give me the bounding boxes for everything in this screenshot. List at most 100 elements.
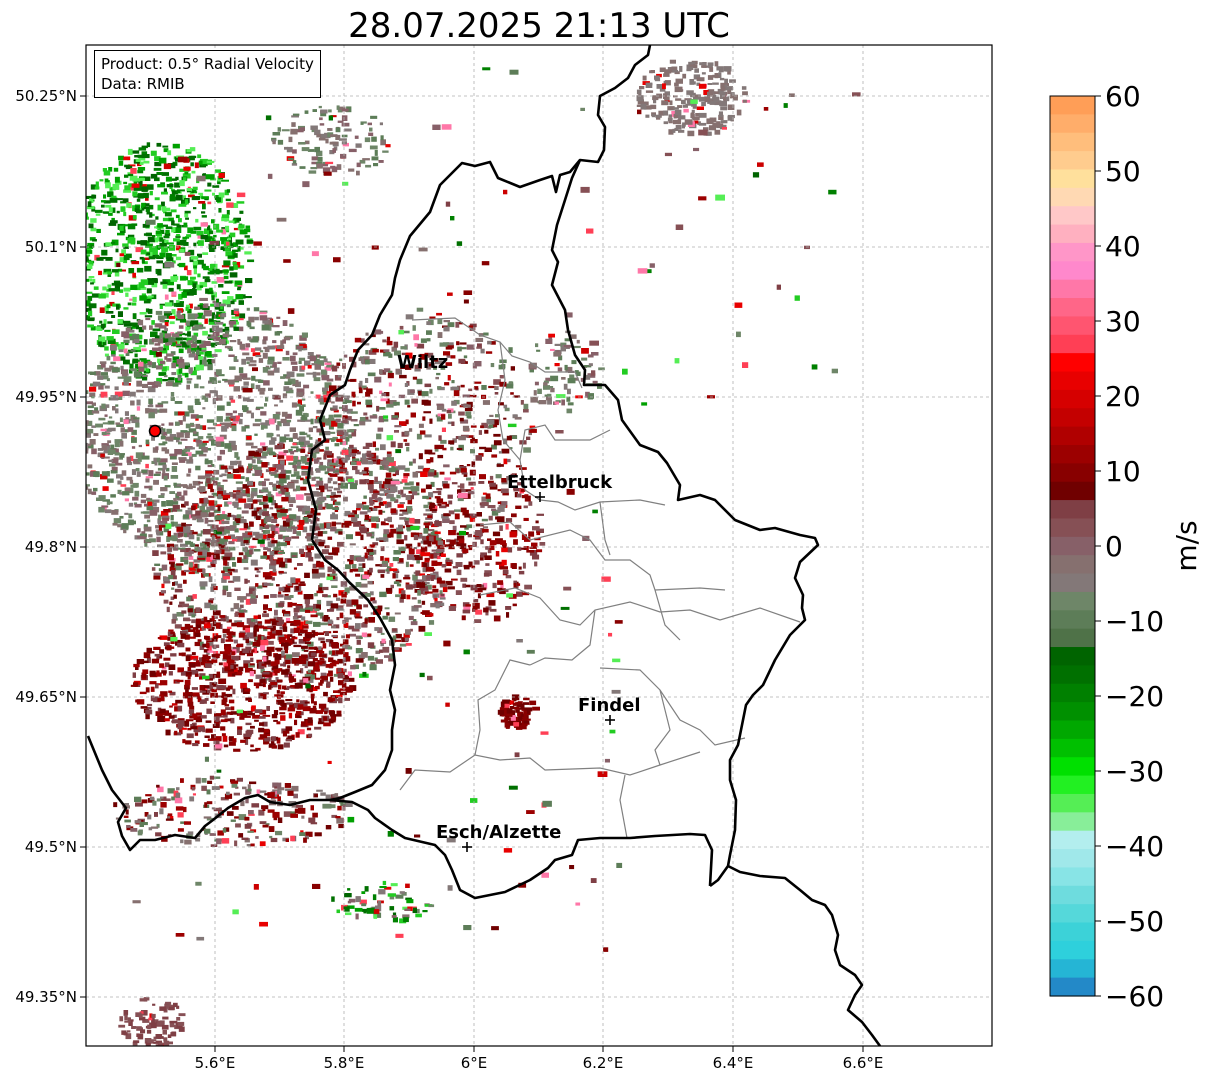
velocity-pixel	[331, 642, 338, 648]
velocity-pixel	[313, 701, 317, 706]
velocity-pixel	[125, 327, 131, 332]
velocity-pixel	[148, 470, 154, 476]
velocity-pixel	[236, 622, 245, 628]
velocity-pixel	[193, 439, 197, 442]
velocity-pixel	[280, 663, 286, 667]
velocity-pixel	[136, 659, 145, 665]
velocity-pixel	[445, 362, 453, 366]
velocity-pixel	[141, 151, 148, 156]
velocity-pixel	[269, 571, 277, 576]
velocity-pixel	[374, 523, 379, 529]
velocity-pixel	[194, 641, 200, 647]
velocity-pixel	[371, 459, 376, 462]
velocity-pixel	[145, 243, 153, 248]
velocity-pixel	[137, 167, 146, 171]
velocity-pixel	[429, 502, 435, 509]
velocity-pixel	[292, 578, 301, 583]
velocity-pixel	[383, 368, 391, 373]
velocity-pixel	[161, 366, 167, 372]
velocity-pixel	[403, 476, 408, 479]
velocity-pixel	[427, 566, 434, 570]
velocity-pixel	[418, 391, 423, 396]
velocity-pixel	[379, 369, 383, 375]
velocity-pixel	[210, 303, 215, 307]
velocity-pixel	[379, 538, 386, 542]
velocity-pixel	[238, 418, 243, 425]
velocity-pixel	[315, 685, 320, 690]
velocity-pixel	[153, 572, 162, 576]
velocity-pixel	[369, 552, 375, 555]
velocity-pixel	[380, 574, 385, 578]
velocity-pixel	[176, 284, 181, 290]
velocity-pixel	[261, 663, 267, 666]
velocity-pixel	[195, 339, 202, 344]
velocity-pixel	[506, 612, 510, 618]
velocity-pixel	[124, 341, 129, 346]
velocity-pixel	[173, 227, 182, 233]
velocity-pixel	[272, 362, 277, 368]
velocity-pixel	[262, 352, 268, 359]
velocity-pixel	[335, 468, 339, 471]
radar-map[interactable]: Wiltz Ettelbruck Findel Esch/Alzette 50.…	[0, 0, 1000, 1081]
velocity-pixel	[332, 569, 336, 574]
velocity-pixel	[462, 394, 471, 398]
velocity-pixel	[163, 599, 169, 604]
velocity-pixel	[222, 511, 226, 515]
velocity-pixel	[104, 444, 111, 449]
velocity-pixel	[450, 355, 456, 359]
velocity-pixel	[413, 580, 417, 587]
velocity-pixel	[202, 440, 209, 443]
velocity-pixel	[145, 308, 150, 313]
velocity-pixel	[134, 503, 142, 508]
velocity-pixel	[510, 473, 515, 478]
velocity-pixel	[152, 499, 160, 503]
velocity-pixel	[285, 654, 293, 659]
velocity-pixel	[460, 468, 467, 473]
velocity-pixel	[170, 276, 178, 282]
velocity-pixel	[209, 230, 214, 235]
velocity-pixel	[323, 431, 331, 436]
velocity-pixel	[326, 523, 331, 529]
velocity-pixel	[399, 502, 405, 505]
velocity-pixel	[223, 275, 229, 280]
velocity-pixel	[379, 501, 384, 506]
velocity-pixel	[462, 583, 467, 588]
velocity-pixel	[474, 381, 482, 384]
velocity-pixel	[253, 615, 260, 619]
velocity-pixel	[336, 438, 343, 443]
velocity-pixel	[146, 703, 153, 707]
velocity-pixel	[227, 447, 232, 452]
velocity-pixel	[457, 322, 463, 325]
velocity-pixel	[208, 599, 214, 604]
velocity-pixel	[434, 531, 441, 535]
velocity-pixel	[355, 623, 361, 629]
velocity-pixel	[101, 431, 107, 436]
velocity-pixel	[281, 515, 290, 520]
velocity-pixel	[264, 575, 273, 580]
velocity-pixel	[289, 595, 294, 598]
velocity-pixel	[280, 691, 285, 695]
velocity-pixel	[268, 677, 272, 682]
velocity-pixel	[223, 616, 229, 622]
velocity-pixel	[243, 660, 251, 664]
velocity-pixel	[344, 510, 351, 517]
velocity-pixel	[209, 328, 214, 333]
velocity-pixel	[200, 364, 208, 367]
velocity-pixel	[128, 513, 133, 519]
velocity-pixel	[232, 249, 239, 253]
velocity-pixel	[245, 225, 251, 229]
velocity-pixel	[259, 310, 268, 314]
velocity-pixel	[379, 407, 386, 410]
velocity-pixel	[405, 517, 410, 521]
velocity-pixel	[415, 570, 421, 576]
velocity-pixel	[178, 604, 184, 608]
velocity-pixel	[160, 281, 168, 285]
velocity-pixel	[345, 656, 351, 662]
velocity-pixel	[128, 164, 136, 167]
velocity-pixel	[330, 491, 336, 496]
velocity-pixel	[465, 411, 472, 417]
velocity-pixel	[98, 341, 102, 347]
velocity-pixel	[380, 641, 384, 647]
velocity-pixel	[168, 377, 175, 381]
velocity-pixel	[241, 426, 246, 432]
